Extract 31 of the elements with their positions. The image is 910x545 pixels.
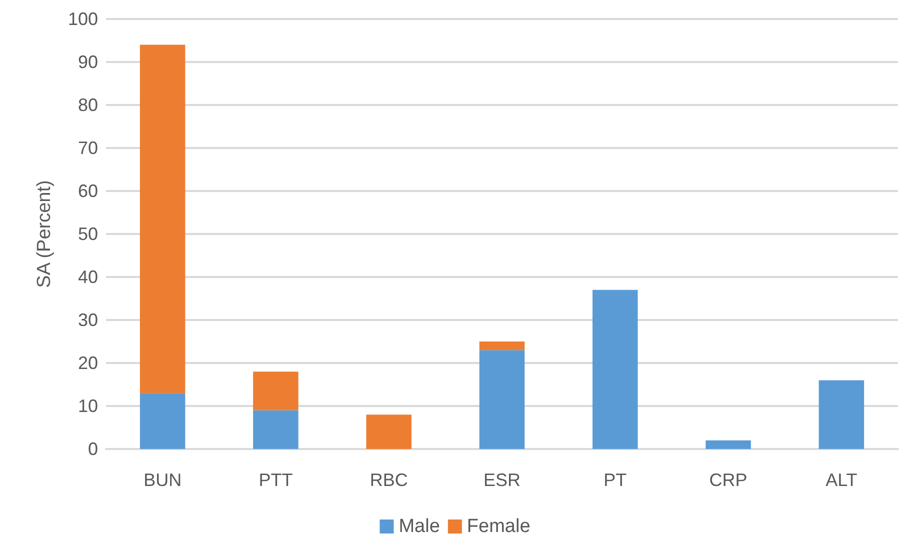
- y-tick-label: 60: [78, 181, 98, 201]
- bar: [592, 290, 638, 449]
- x-tick-label: RBC: [370, 470, 408, 490]
- x-tick-label: ESR: [483, 470, 521, 490]
- bar: [479, 350, 525, 449]
- y-tick-label: 80: [78, 95, 98, 115]
- y-tick-label: 20: [78, 353, 98, 373]
- x-tick-label: PTT: [258, 470, 293, 490]
- y-tick-label: 90: [78, 52, 98, 72]
- y-tick-label: 10: [78, 396, 98, 416]
- bar: [140, 44, 186, 394]
- bar: [479, 342, 525, 350]
- bar: [253, 372, 298, 410]
- bar: [253, 410, 298, 449]
- legend-label: Female: [466, 516, 530, 537]
- y-tick-label: 70: [78, 138, 98, 158]
- x-tick-label: ALT: [826, 470, 858, 490]
- y-tick-label: 30: [78, 310, 98, 330]
- bar: [818, 380, 864, 449]
- x-tick-label: CRP: [709, 470, 748, 490]
- y-tick-label: 0: [88, 439, 98, 459]
- y-tick-label: 50: [78, 224, 98, 244]
- bar: [366, 414, 412, 449]
- y-tick-label: 100: [68, 9, 98, 29]
- legend-label: Male: [398, 516, 440, 537]
- x-tick-label: PT: [604, 470, 627, 490]
- x-tick-label: BUN: [144, 470, 182, 490]
- bar: [706, 440, 751, 449]
- y-tick-label: 40: [78, 267, 98, 287]
- bar: [140, 393, 186, 449]
- y-axis-title: SA (Percent): [34, 180, 55, 288]
